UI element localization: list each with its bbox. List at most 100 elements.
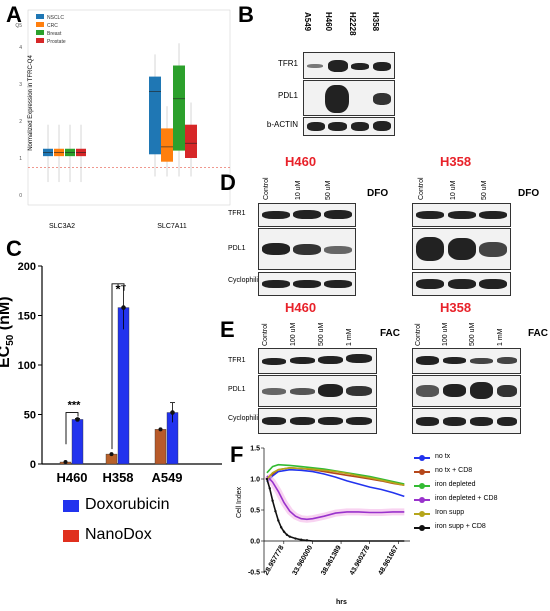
panel-d-blot-right-cyclo bbox=[412, 272, 511, 296]
panel-f-legend-dot bbox=[419, 511, 425, 517]
panel-f-ytick-label: 1.0 bbox=[250, 477, 260, 484]
blot-band bbox=[262, 358, 286, 365]
panel-e-right-lane-label: 100 uM bbox=[442, 322, 449, 346]
panel-e-row-label: PDL1 bbox=[228, 386, 246, 393]
blot-band bbox=[416, 211, 444, 219]
panel-b-lane-label: H2228 bbox=[348, 12, 357, 36]
blot-band bbox=[324, 246, 352, 254]
blot-band bbox=[416, 356, 439, 365]
panel-c-ytick-label: 100 bbox=[18, 360, 36, 372]
panel-a-ytick: 0 bbox=[19, 193, 22, 199]
panel-e-blot-right-tfr1 bbox=[412, 348, 521, 374]
panel-e-left-lane-label: 500 uM bbox=[318, 322, 325, 346]
bar-nanodox bbox=[154, 429, 167, 465]
series-line bbox=[266, 468, 405, 498]
panel-e-right-lane-label: 500 uM bbox=[469, 322, 476, 346]
blot-band bbox=[262, 417, 286, 425]
panel-label-a: A bbox=[6, 2, 22, 27]
legend-dox-swatch bbox=[63, 500, 79, 512]
blot-band bbox=[318, 356, 343, 364]
panel-label-b: B bbox=[238, 2, 254, 27]
blot-band bbox=[293, 210, 321, 219]
series-point bbox=[279, 526, 283, 529]
panel-d-right-lane-label: 50 uM bbox=[481, 180, 488, 200]
blot-band bbox=[346, 354, 372, 363]
panel-a-ylabel: Normalized Expression in TFRC-Q4 bbox=[28, 55, 34, 151]
blot-band bbox=[346, 386, 372, 396]
data-point bbox=[109, 452, 114, 457]
data-point bbox=[121, 305, 126, 310]
panel-f-ytick-label: 0.5 bbox=[250, 508, 260, 515]
blot-band bbox=[443, 357, 466, 364]
blot-band bbox=[416, 279, 444, 289]
panel-b-lane-label: H358 bbox=[371, 12, 380, 32]
blot-band bbox=[324, 280, 352, 288]
blot-band bbox=[416, 385, 439, 397]
panel-e-tag-left: FAC bbox=[380, 328, 400, 339]
panel-a-ytick: 2 bbox=[19, 119, 22, 125]
bar-doxorubicin bbox=[117, 307, 130, 465]
panel-f-xtick-label: 38.961389 bbox=[320, 544, 343, 576]
series-point bbox=[277, 519, 280, 522]
series-point bbox=[268, 487, 271, 490]
panel-a-ytick: 3 bbox=[19, 82, 22, 88]
panel-a-legend-swatch bbox=[36, 14, 44, 19]
panel-e-row-label: Cyclophilin bbox=[228, 415, 262, 422]
panel-e-blot-left-cyclo bbox=[258, 408, 377, 434]
panel-e-left-lane-label: 100 uM bbox=[290, 322, 297, 346]
data-point bbox=[75, 417, 80, 422]
panel-b-blot-pdl1 bbox=[303, 80, 395, 116]
panel-f-ytick-label: 0.0 bbox=[250, 539, 260, 546]
panel-a-legend-label: NSCLC bbox=[47, 15, 64, 21]
panel-f-xtick-label: 48.961667 bbox=[377, 544, 400, 576]
blot-band bbox=[470, 358, 493, 364]
panel-c-ylabel: EC50 (nM) bbox=[0, 296, 17, 368]
panel-e-right-lane-label: 1 mM bbox=[497, 328, 504, 347]
blot-band bbox=[470, 382, 493, 399]
panel-a-legend-label: Prostate bbox=[47, 39, 66, 45]
panel-f-legend-dot bbox=[419, 455, 425, 461]
series-point bbox=[305, 539, 309, 542]
panel-c-ytick-label: 150 bbox=[18, 311, 36, 323]
panel-d-row-label: PDL1 bbox=[228, 245, 246, 252]
panel-e-row-label: TFR1 bbox=[228, 357, 246, 364]
panel-b-lane-label: H460 bbox=[324, 12, 333, 32]
panel-d-right-lane-label: 10 uM bbox=[450, 180, 457, 200]
panel-d-left-lane-label: 50 uM bbox=[325, 180, 332, 200]
panel-f-legend-label: no tx + CD8 bbox=[435, 467, 473, 474]
panel-a-legend-label: CRC bbox=[47, 23, 58, 29]
panel-a-ytick: 1 bbox=[19, 156, 22, 162]
panel-f-xtick-label: 28.957778 bbox=[263, 544, 286, 576]
legend-dox-label: Doxorubicin bbox=[85, 496, 170, 513]
series-point bbox=[282, 530, 286, 533]
panel-label-d: D bbox=[220, 170, 236, 195]
blot-band bbox=[497, 385, 517, 397]
panel-d-cellname-left: H460 bbox=[285, 154, 317, 169]
series-line bbox=[266, 475, 405, 521]
blot-band bbox=[479, 211, 507, 219]
panel-f-ytick-label: 1.5 bbox=[250, 446, 260, 453]
sig-label-h358: * bbox=[115, 282, 121, 297]
panel-f-ytick-label: -0.5 bbox=[248, 570, 260, 577]
panel-f-xtick-label: 33.960000 bbox=[292, 544, 315, 576]
panel-f-legend-label: iron depleted + CD8 bbox=[435, 495, 498, 502]
panel-d-row-label: Cyclophilin bbox=[228, 277, 262, 284]
panel-a-frame bbox=[27, 9, 231, 206]
blot-band bbox=[448, 238, 476, 260]
series-point bbox=[300, 538, 303, 541]
series-point bbox=[288, 535, 291, 538]
panel-c-ytick-label: 0 bbox=[30, 459, 36, 471]
blot-band bbox=[290, 388, 315, 395]
panel-d-blot-left-tfr1 bbox=[258, 203, 356, 227]
panel-b-lane-label: A549 bbox=[303, 12, 312, 32]
panel-a-box bbox=[185, 124, 197, 158]
panel-b-blot-tfr1 bbox=[303, 52, 395, 79]
panel-f-cell-index-chart: -0.5 0.0 0.5 1.0 1.5 28.957778 33.960000 38.961… bbox=[248, 446, 410, 577]
blot-band bbox=[479, 279, 507, 289]
panel-e-cellname-right: H358 bbox=[440, 300, 472, 315]
blot-band bbox=[443, 384, 466, 397]
series-point bbox=[294, 537, 297, 540]
blot-band bbox=[262, 211, 290, 219]
legend-nano-label: NanoDox bbox=[85, 526, 152, 543]
